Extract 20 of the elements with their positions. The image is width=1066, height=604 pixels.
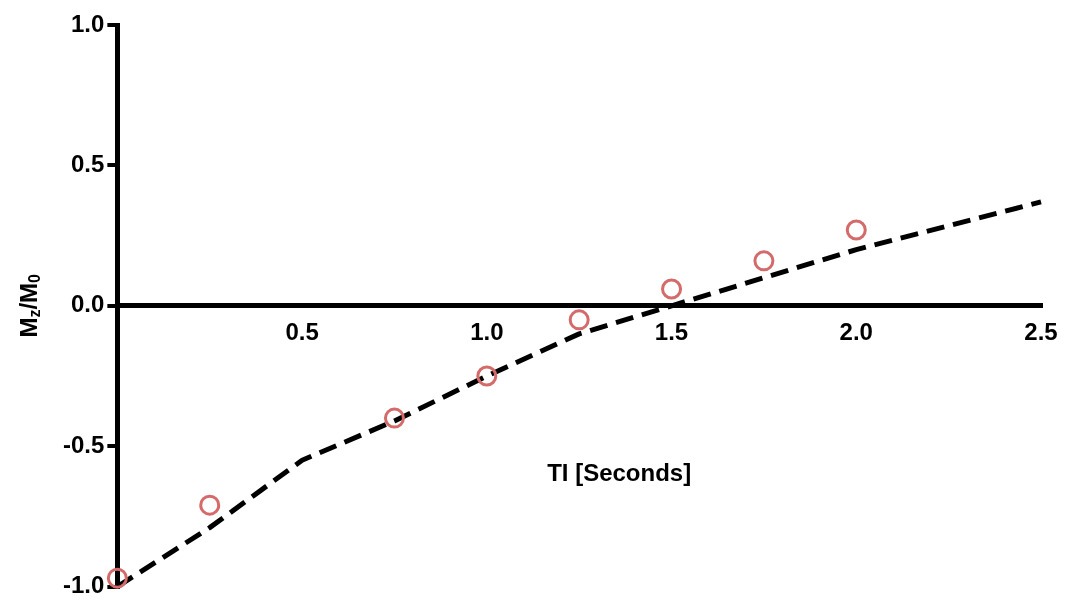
point — [476, 365, 498, 387]
x-tick-label: 0.5 — [285, 317, 319, 345]
point — [568, 309, 590, 331]
x-axis-title: TI [Seconds] — [547, 458, 692, 486]
y-tick-label: 0.5 — [70, 150, 105, 178]
point — [106, 567, 128, 589]
x-tick-label: 1.5 — [654, 317, 689, 345]
y-tick-label: -0.5 — [63, 430, 105, 458]
y-tick-label: 1.0 — [70, 9, 105, 37]
point — [753, 250, 775, 272]
x-tick-label: 1.0 — [470, 317, 504, 345]
point — [383, 407, 405, 429]
y-tick-label: -1.0 — [63, 571, 105, 599]
y-axis-title: Mz/M0 — [14, 273, 44, 338]
point — [845, 219, 867, 241]
x-tick-label: 2.0 — [839, 317, 873, 345]
point — [199, 494, 221, 516]
x-tick-label: 2.5 — [1024, 317, 1058, 345]
point — [661, 278, 683, 300]
y-tick-label: 0.0 — [70, 290, 105, 318]
